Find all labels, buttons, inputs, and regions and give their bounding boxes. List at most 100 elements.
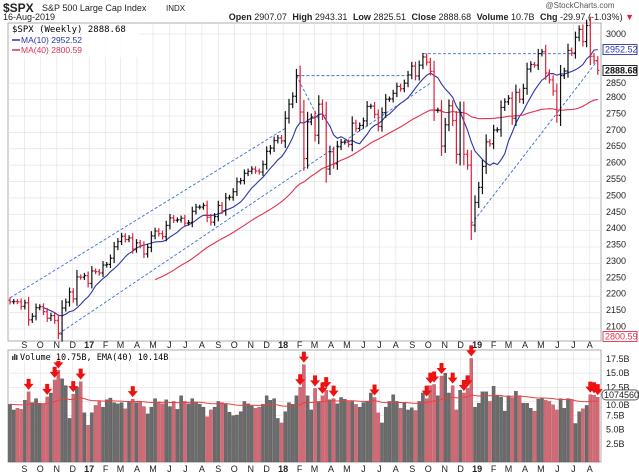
volume-bar [238,411,243,463]
down-arrow-marker [458,379,469,391]
x-tick-label: O [231,464,238,474]
x-tick-label: M [149,340,157,350]
ohlc-bar [257,168,261,175]
ohlc-bar [410,61,414,80]
ohlc-bar [279,134,284,144]
volume-bar [387,401,392,463]
x-tick-label: M [343,464,351,474]
volume-bar [503,410,507,463]
down-arrow-marker [68,381,79,393]
volume-bar [201,406,206,463]
price-legend: $SPX (Weekly) 2888.68 [12,25,126,35]
volume-bar [343,399,347,463]
ohlc-bar [451,100,455,126]
volume-bar [197,404,202,463]
ohlc-bar [428,57,432,76]
ohlc-bar [287,98,291,124]
volume-bar [294,395,299,463]
x-tick-label: O [425,464,432,474]
ohlc-bar [153,227,157,240]
ohlc-bar [127,235,131,243]
volume-bar [235,414,239,463]
volume-bar [380,422,384,463]
ohlc-bar [272,136,276,153]
volume-bar [209,409,213,463]
volume-bar [19,409,23,463]
volume-bar [264,395,269,463]
volume-bar [116,403,120,463]
x-tick-label: M [343,340,351,350]
volume-bar [149,406,154,463]
x-tick-label: D [457,340,464,350]
down-arrow-marker [585,381,596,393]
volume-bar [253,408,258,463]
ohlc-bar [298,65,302,123]
ohlc-bar [90,266,94,289]
volume-bar [224,403,228,463]
ohlc-bar [488,139,492,147]
volume-bar [279,422,284,463]
ohlc-bar [350,116,354,152]
ohlc-bar [447,99,451,132]
volume-bar [480,391,485,463]
y-tick-label: 2200 [606,289,626,299]
ohlc-bar [179,215,183,223]
x-tick-label: D [457,464,464,474]
x-tick-label: F [103,340,109,350]
x-tick-label: J [183,340,188,350]
x-tick-label: M [117,340,125,350]
volume-bar [324,389,328,463]
ohlc-bar [227,194,232,201]
ma40-legend: MA(40) 2800.59 [21,45,82,55]
ohlc-bar [283,111,287,148]
ohlc-bar [555,83,559,123]
ohlc-bar [380,107,384,132]
ohlc-bar [302,99,306,171]
x-tick-label: J [555,464,560,474]
down-arrow-marker [429,371,440,383]
y-tick-label: 2750 [606,108,626,118]
ohlc-bar [105,261,109,268]
ohlc-bar [313,110,317,142]
ohlc-bar [346,139,351,148]
y-tick-label: 2500 [606,190,626,200]
x-tick-label: S [215,340,221,350]
x-tick-label: M [537,464,545,474]
ohlc-bar [372,102,377,119]
x-tick-label: A [199,464,205,474]
volume-bar [101,406,105,463]
x-tick-label: A [328,464,334,474]
volume-bar [317,401,321,463]
x-tick-label: J [361,340,366,350]
ohlc-bar [395,82,399,98]
ohlc-bar [577,25,581,42]
x-tick-label: A [199,340,205,350]
x-tick-label: J [167,340,172,350]
x-tick-label: F [103,464,109,474]
volume-bar [346,401,351,463]
ohlc-bar [510,91,514,125]
y-tick-label: 2800 [606,92,626,102]
volume-bar [540,398,544,463]
x-tick-label: A [522,340,528,350]
down-arrow-marker [23,378,34,390]
volume-bar [298,387,302,463]
ohlc-bar [12,299,16,305]
ohlc-bar [328,145,332,176]
volume-bar [592,395,596,463]
ohlc-bar [131,233,135,254]
y-tick-label: 2600 [606,158,626,168]
volume-bar [157,401,161,463]
volume-bar [354,404,358,463]
ohlc-bar [294,68,299,103]
volume-bar [104,399,109,463]
ohlc-bar [432,60,436,121]
volume-bar [558,398,563,463]
ohlc-bar [45,307,49,322]
volume-bar [517,395,522,463]
ohlc-bar [164,220,168,242]
volume-bar [302,364,306,463]
x-tick-label: A [134,340,140,350]
y-tick-label: 2250 [606,272,626,282]
x-tick-label: 18 [278,340,288,350]
